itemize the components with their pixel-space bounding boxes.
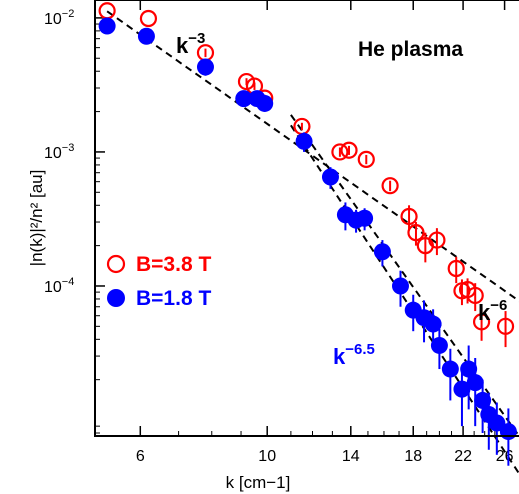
data-point-b38: [98, 2, 116, 20]
y-tick-label: 10−3: [44, 142, 74, 162]
x-tick-label: 22: [454, 448, 472, 465]
data-point-b18: [460, 360, 478, 378]
data-point-b18: [466, 374, 484, 392]
y-axis-label: |n(k)|²/n² [au]: [27, 170, 46, 267]
data-point-b18: [499, 423, 517, 441]
data-point-b18: [430, 336, 448, 354]
data-point-b18: [474, 391, 492, 409]
legend-marker-b18: [107, 289, 125, 307]
x-tick-label: 6: [136, 448, 145, 465]
fit-line-0: [106, 10, 519, 303]
annotation-k-minus-3: k−3: [176, 30, 205, 58]
data-point-b38: [407, 224, 425, 242]
legend: B=3.8 T B=1.8 T: [106, 253, 211, 310]
data-point-b18: [441, 360, 459, 378]
annotation-k-minus-6.5: k−6.5: [333, 341, 375, 369]
data-point-b18: [196, 58, 214, 76]
data-point-b38: [400, 207, 418, 226]
data-point-b18: [453, 380, 471, 398]
y-tick-label: 10−4: [44, 276, 74, 296]
legend-marker-b38: [106, 254, 126, 274]
data-point-b18: [98, 17, 116, 35]
x-tick-label: 10: [258, 448, 276, 465]
fit-lines-layer: [106, 10, 519, 476]
data-point-b38: [466, 286, 484, 305]
x-axis-label: k [cm−1]: [226, 473, 291, 492]
data-point-b38: [139, 9, 158, 28]
data-point-b18: [391, 277, 409, 295]
legend-label-b38: B=3.8 T: [136, 253, 211, 276]
data-point-b38: [496, 317, 515, 335]
data-point-b18: [356, 209, 374, 227]
annotation-k-minus-6: k−6: [478, 297, 507, 325]
data-point-b18: [235, 90, 253, 108]
data-point-b18: [321, 168, 339, 186]
data-point-b18: [424, 315, 442, 333]
data-point-b38: [357, 150, 375, 168]
chart-title: He plasma: [358, 38, 463, 61]
plot-frame: [94, 0, 519, 437]
data-point-b18: [137, 27, 155, 45]
data-point-b18: [373, 243, 391, 261]
data-point-b18: [295, 132, 313, 150]
data-point-b38: [447, 259, 465, 278]
legend-label-b18: B=1.8 T: [136, 287, 211, 310]
data-point-b38: [331, 143, 349, 161]
data-point-b38: [428, 231, 446, 249]
data-point-b38: [381, 177, 399, 195]
points-layer: [98, 2, 517, 466]
data-point-b38: [340, 141, 358, 159]
x-tick-label: 18: [404, 448, 422, 465]
x-tick-label: 14: [342, 448, 360, 465]
data-point-b18: [256, 94, 274, 112]
y-tick-label: 10−2: [44, 8, 74, 28]
data-point-b38: [472, 313, 491, 331]
